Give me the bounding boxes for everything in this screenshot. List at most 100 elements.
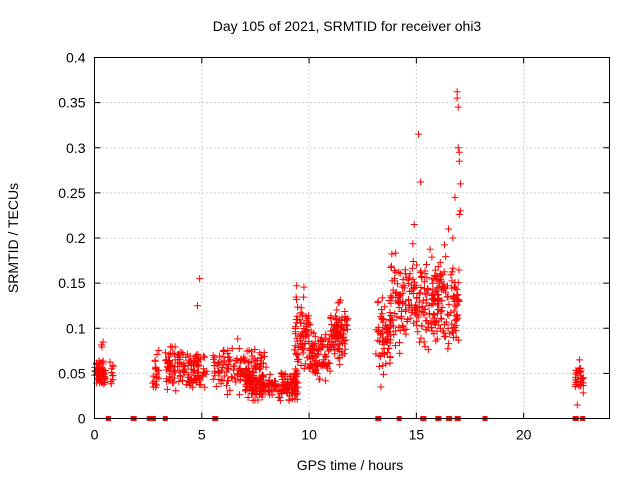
data-point: [328, 341, 336, 349]
data-point: [333, 315, 341, 323]
data-point: [256, 390, 264, 398]
y-tick-label: 0.3: [66, 140, 86, 156]
data-point: [243, 374, 251, 382]
data-point: [433, 327, 441, 335]
data-point: [420, 278, 428, 286]
data-point: [294, 303, 302, 311]
data-point: [294, 316, 302, 324]
data-point: [417, 178, 425, 186]
data-point: [165, 358, 173, 366]
data-point: [155, 346, 163, 354]
data-point: [266, 371, 274, 379]
data-point: [387, 311, 395, 319]
data-point: [438, 285, 446, 293]
data-point: [191, 367, 199, 375]
data-point: [248, 352, 256, 360]
data-point: [403, 318, 411, 326]
data-point: [149, 383, 157, 391]
data-point: [301, 360, 309, 368]
data-point: [294, 344, 302, 352]
plot-frame: [94, 57, 610, 419]
data-point: [190, 358, 198, 366]
data-point: [223, 382, 231, 390]
data-point: [455, 148, 463, 156]
data-point: [441, 241, 449, 249]
data-point: [447, 271, 455, 279]
data-point: [273, 386, 281, 394]
data-point: [455, 211, 463, 219]
data-point: [444, 310, 452, 318]
data-point: [107, 378, 115, 386]
data-point: [297, 309, 305, 317]
x-axis-title: GPS time / hours: [297, 457, 404, 473]
data-point: [164, 359, 172, 367]
data-point: [191, 376, 199, 384]
data-point: [382, 360, 390, 368]
data-point: [386, 308, 394, 316]
data-point: [456, 180, 464, 188]
data-point: [434, 305, 442, 313]
data-point: [453, 88, 461, 96]
data-point: [293, 395, 301, 403]
data-point: [410, 285, 418, 293]
data-point: [215, 368, 223, 376]
data-point: [325, 335, 333, 343]
data-point: [304, 315, 312, 323]
data-point: [416, 338, 424, 346]
data-point: [290, 370, 298, 378]
data-point: [192, 372, 200, 380]
data-point: [332, 337, 340, 345]
data-point: [416, 268, 424, 276]
data-point: [99, 357, 107, 365]
data-point: [341, 316, 349, 324]
data-point: [176, 371, 184, 379]
data-point: [197, 381, 205, 389]
data-point: [186, 382, 194, 390]
data-point: [175, 377, 183, 385]
x-tick-label: 5: [198, 427, 206, 443]
data-point: [380, 370, 388, 378]
data-point: [416, 289, 424, 297]
data-point: [203, 367, 211, 375]
data-point: [434, 276, 442, 284]
data-point: [445, 340, 453, 348]
data-point: [377, 383, 385, 391]
data-point: [454, 103, 462, 111]
data-point: [396, 349, 404, 357]
data-point: [432, 337, 440, 345]
data-point: [387, 299, 395, 307]
data-point: [293, 312, 301, 320]
data-point: [174, 359, 182, 367]
data-point: [234, 335, 242, 343]
data-point: [97, 341, 105, 349]
data-point: [374, 327, 382, 335]
data-point: [308, 352, 316, 360]
data-point: [195, 361, 203, 369]
data-point: [445, 300, 453, 308]
data-point: [259, 359, 267, 367]
data-point: [388, 316, 396, 324]
data-point: [254, 377, 262, 385]
data-point: [375, 351, 383, 359]
data-point: [387, 262, 395, 270]
data-point: [248, 390, 256, 398]
data-point: [406, 302, 414, 310]
data-point: [176, 355, 184, 363]
data-point: [327, 312, 335, 320]
data-point: [377, 352, 385, 360]
data-point: [253, 380, 261, 388]
data-point: [405, 297, 413, 305]
data-point: [217, 358, 225, 366]
data-point: [402, 301, 410, 309]
data-point: [402, 270, 410, 278]
data-point: [415, 298, 423, 306]
data-point: [336, 361, 344, 369]
data-point: [443, 293, 451, 301]
data-point: [575, 365, 583, 373]
data-point: [398, 322, 406, 330]
data-point: [341, 313, 349, 321]
data-point: [240, 356, 248, 364]
data-point: [98, 366, 106, 374]
data-point: [218, 363, 226, 371]
data-point: [310, 329, 318, 337]
